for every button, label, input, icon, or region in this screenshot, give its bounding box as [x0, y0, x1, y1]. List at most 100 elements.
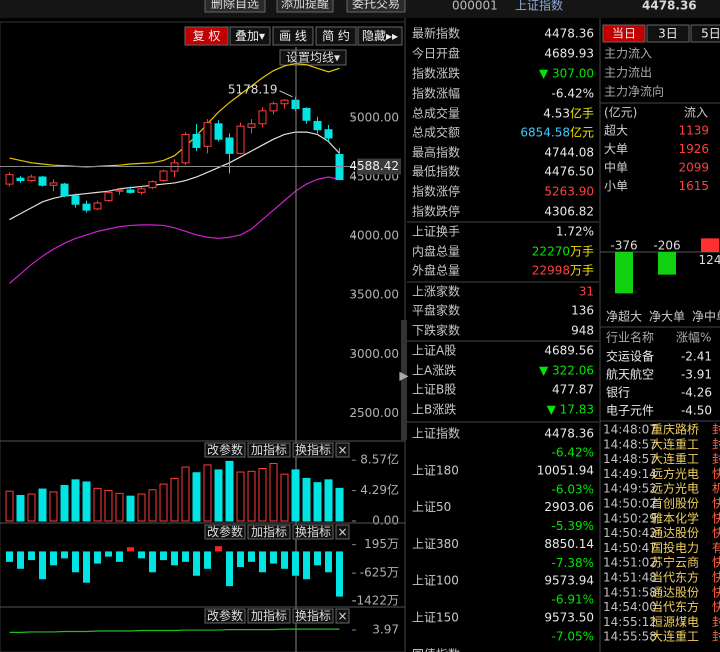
indicator-button-label[interactable]: 加指标: [251, 524, 287, 539]
indicator-button[interactable]: [204, 524, 246, 540]
flow-tab[interactable]: [690, 24, 720, 43]
tick-stock: 大连重工: [651, 629, 699, 644]
flow-tab-label[interactable]: 3日: [658, 27, 678, 41]
volume-bar: [148, 489, 157, 522]
tick-time: 14:50:47: [603, 541, 657, 555]
index-name: 上证50: [412, 500, 451, 514]
scroll-handle[interactable]: [401, 320, 407, 440]
indicator-button[interactable]: [292, 524, 334, 540]
index-price: 9573.50: [544, 611, 594, 625]
candle-body: [49, 182, 58, 186]
y-tick-label: 3500.00: [349, 288, 399, 302]
quote-value: 22998: [532, 264, 570, 278]
indicator-button-label[interactable]: 换指标: [295, 608, 331, 623]
tick-stock: 大连重工: [651, 451, 699, 466]
indicator-bar: [17, 551, 24, 569]
header-button-label[interactable]: 委托交易: [352, 0, 400, 11]
indicator-button-label[interactable]: 加指标: [251, 442, 287, 457]
industry-header: 涨幅%: [676, 330, 711, 345]
indicator-button[interactable]: [292, 442, 334, 458]
quote-label: 上涨家数: [412, 284, 460, 299]
flow-row-value: 2099: [678, 161, 709, 175]
indicator-bar: [336, 551, 343, 597]
header-button-label[interactable]: 删除自选: [211, 0, 259, 11]
volume-bar: [214, 469, 223, 522]
tick-time: 14:49:52: [603, 482, 657, 496]
indicator-button-label[interactable]: 加指标: [251, 608, 287, 623]
indicator-button[interactable]: [335, 442, 350, 458]
indicator-button-label[interactable]: ×: [337, 609, 347, 623]
candle-body: [115, 189, 124, 192]
indicator-button-label[interactable]: 改参数: [207, 608, 243, 623]
tick-stock: 重庆路桥: [651, 422, 699, 437]
industry-name: 交运设备: [606, 349, 654, 364]
indicator-button-label[interactable]: 改参数: [207, 524, 243, 539]
indicator-bar: [215, 546, 222, 552]
flow-item: 主力流出: [604, 66, 652, 80]
indicator-bar: [303, 551, 310, 580]
volume-bar: [27, 493, 36, 522]
flow-row-value: 1926: [678, 142, 709, 156]
indicator-button[interactable]: [247, 442, 291, 458]
indicator-button-label[interactable]: 换指标: [295, 442, 331, 457]
ma-settings-label[interactable]: 设置均线▾: [286, 51, 340, 65]
flow-tab-label[interactable]: 5日: [701, 27, 720, 41]
toolbar-button[interactable]: [272, 26, 314, 46]
indicator-button[interactable]: [335, 524, 350, 540]
indicator-button-label[interactable]: 改参数: [207, 442, 243, 457]
tick-event: 快: [712, 571, 720, 585]
quote-label: 指数涨停: [412, 184, 460, 199]
indicator-button[interactable]: [292, 608, 334, 624]
header-button[interactable]: [276, 0, 334, 13]
header-button[interactable]: [346, 0, 406, 13]
indicator-button[interactable]: [204, 442, 246, 458]
quote-label: 上B涨跌: [412, 402, 456, 417]
index-price: 2903.06: [544, 500, 594, 514]
tick-event: 封: [712, 630, 720, 644]
indicator-button[interactable]: [247, 608, 291, 624]
toolbar-button-label[interactable]: 复 权: [193, 29, 221, 43]
indicator-bar: [292, 551, 299, 576]
quote-value: 948: [571, 324, 594, 338]
industry-change: -4.50: [681, 404, 712, 418]
toolbar-button-label[interactable]: 隐藏▸▸: [362, 29, 398, 43]
candle-body: [302, 107, 311, 121]
flow-tab[interactable]: [602, 24, 646, 43]
flow-bar: [701, 238, 719, 252]
indicator-button-label[interactable]: 换指标: [295, 524, 331, 539]
tick-stock: 大连重工: [651, 436, 699, 451]
indicator-bar: [325, 551, 332, 573]
annotation-arrow: [279, 90, 293, 98]
quote-value: 4689.93: [544, 47, 594, 61]
index-change: -6.42%: [552, 446, 594, 460]
header-button[interactable]: [204, 0, 266, 13]
toolbar-button[interactable]: [229, 26, 271, 46]
tick-time: 14:50:02: [603, 497, 657, 511]
toolbar-button-label[interactable]: 画 线: [279, 29, 307, 43]
flow-tab[interactable]: [646, 24, 690, 43]
crosshair-label-box: [357, 158, 401, 175]
toolbar-button-label[interactable]: 叠加▾: [235, 29, 265, 43]
indicator-button[interactable]: [247, 524, 291, 540]
indicator-button-label[interactable]: ×: [337, 525, 347, 539]
indicator-bar: [61, 551, 68, 559]
candle-body: [258, 110, 267, 125]
candle-body: [203, 122, 212, 147]
indicator-button-label[interactable]: ×: [337, 443, 347, 457]
toolbar-button-label[interactable]: 简 约: [322, 28, 350, 43]
indicator-button[interactable]: [204, 608, 246, 624]
collapse-arrow[interactable]: ▶: [399, 369, 409, 383]
indicator-button[interactable]: [335, 608, 350, 624]
y-tick-label: -625万: [360, 566, 399, 580]
industry-change: -4.26: [681, 386, 712, 400]
flow-tab-label[interactable]: 当日: [612, 27, 636, 41]
toolbar-button[interactable]: [315, 26, 357, 46]
candle-body: [93, 202, 102, 210]
flow-unit: (亿元): [604, 105, 637, 120]
toolbar-button[interactable]: [184, 26, 229, 46]
toolbar-button[interactable]: [357, 26, 403, 46]
indicator-bar: [50, 551, 57, 566]
tick-time: 14:49:14: [603, 467, 657, 481]
header-button-label[interactable]: 添加提醒: [281, 0, 329, 11]
volume-bar: [225, 460, 234, 522]
